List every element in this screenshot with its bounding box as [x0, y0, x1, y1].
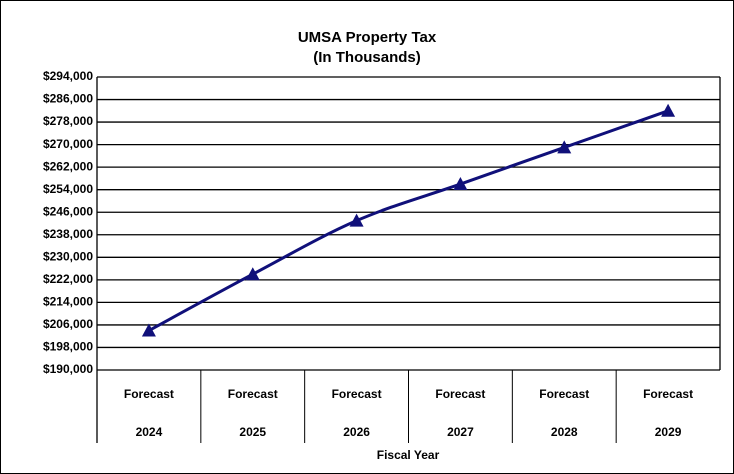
y-tick-label: $262,000 [43, 159, 93, 173]
x-tick-label: Forecast [228, 387, 278, 401]
data-point [453, 177, 468, 191]
y-tick-label: $246,000 [43, 204, 93, 218]
chart-subtitle: (In Thousands) [313, 49, 421, 66]
y-tick-label: $190,000 [43, 362, 93, 376]
y-tick-label: $294,000 [43, 69, 93, 83]
y-tick-label: $254,000 [43, 182, 93, 196]
x-tick-label: 2028 [551, 425, 578, 439]
chart-title: UMSA Property Tax [298, 29, 437, 46]
data-point [245, 267, 260, 281]
x-tick-label: 2024 [136, 425, 163, 439]
y-tick-label: $238,000 [43, 227, 93, 241]
data-point [557, 140, 572, 154]
data-point [661, 103, 676, 117]
x-tick-label: 2027 [447, 425, 474, 439]
y-tick-label: $222,000 [43, 272, 93, 286]
data-point [141, 323, 156, 337]
y-tick-label: $286,000 [43, 92, 93, 106]
x-tick-label: Forecast [643, 387, 693, 401]
series-line [148, 109, 669, 332]
x-axis-label: Fiscal Year [377, 448, 440, 462]
y-tick-label: $214,000 [43, 295, 93, 309]
x-tick-label: Forecast [332, 387, 382, 401]
x-tick-label: 2029 [655, 425, 682, 439]
y-tick-label: $206,000 [43, 317, 93, 331]
x-tick-label: Forecast [124, 387, 174, 401]
x-tick-label: 2025 [239, 425, 266, 439]
y-tick-label: $270,000 [43, 137, 93, 151]
data-point [349, 213, 364, 227]
x-tick-label: Forecast [539, 387, 589, 401]
y-tick-label: $230,000 [43, 249, 93, 263]
x-tick-label: 2026 [343, 425, 370, 439]
x-tick-label: Forecast [435, 387, 485, 401]
y-tick-label: $278,000 [43, 114, 93, 128]
y-tick-label: $198,000 [43, 340, 93, 354]
